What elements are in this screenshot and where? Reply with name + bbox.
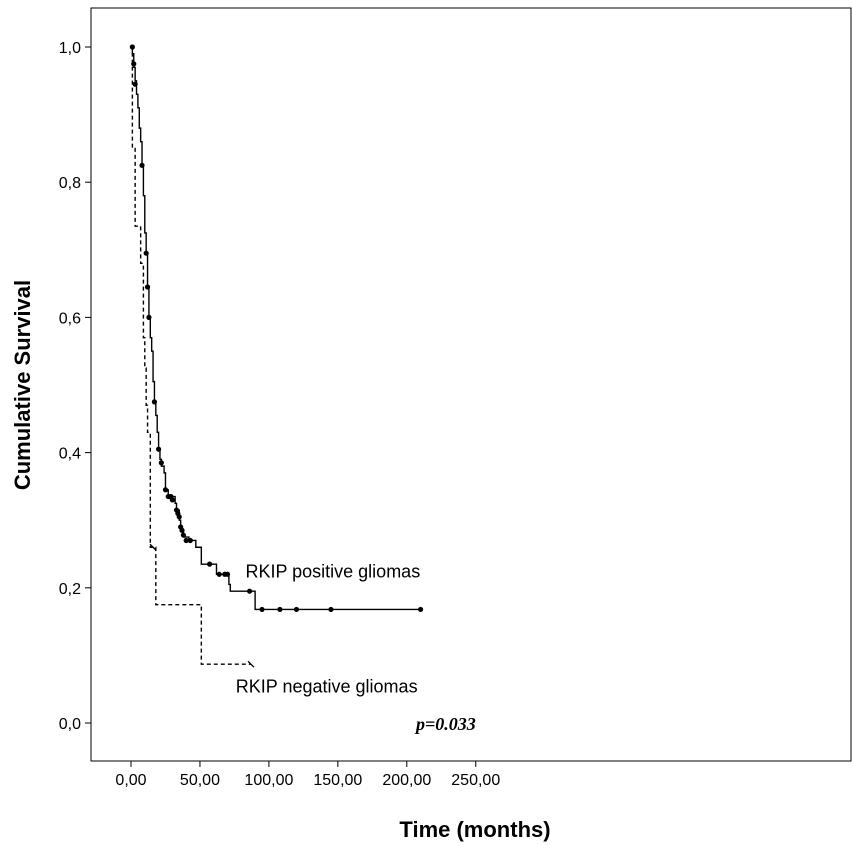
censor-mark xyxy=(277,606,283,613)
y-tick-label: 1,0 xyxy=(59,40,81,57)
censor-mark xyxy=(328,606,334,613)
y-tick-label: 0,8 xyxy=(59,175,81,192)
y-tick-label: 0,2 xyxy=(59,581,81,598)
censor-mark xyxy=(158,460,164,466)
annotation-layer: RKIP positive gliomas RKIP negative gliom… xyxy=(236,562,476,734)
censor-mark xyxy=(139,162,145,168)
series-annotation: RKIP negative gliomas xyxy=(236,677,418,697)
series-layer xyxy=(129,44,424,668)
x-tick-label: 150,00 xyxy=(313,772,362,789)
x-tick-label: 100,00 xyxy=(244,772,293,789)
censor-mark xyxy=(187,537,193,544)
p-value-label: p=0.033 xyxy=(414,714,476,734)
censor-mark xyxy=(146,314,152,320)
y-tick-label: 0,6 xyxy=(59,310,81,327)
censor-mark xyxy=(183,537,189,544)
x-axis-title: Time (months) xyxy=(399,817,550,842)
censor-mark xyxy=(151,399,158,405)
censor-mark xyxy=(155,446,162,452)
censor-mark xyxy=(162,487,169,493)
censor-mark xyxy=(417,606,424,613)
censor-mark xyxy=(179,527,185,533)
censor-mark xyxy=(132,81,138,87)
censor-mark xyxy=(246,588,253,594)
censor-mark xyxy=(207,561,213,567)
x-tick-label: 50,00 xyxy=(180,772,220,789)
censor-mark xyxy=(149,543,157,551)
censor-mark xyxy=(293,606,300,613)
y-axis: 0,0 0,2 0,4 0,6 0,8 1,0 xyxy=(59,40,91,733)
censor-mark xyxy=(247,660,255,668)
censor-mark xyxy=(176,514,182,520)
plot-frame xyxy=(90,7,852,762)
censor-mark xyxy=(224,571,231,577)
censor-mark xyxy=(169,497,175,503)
x-tick-label: 250,00 xyxy=(451,772,500,789)
censor-mark xyxy=(259,606,265,613)
series-annotation: RKIP positive gliomas xyxy=(245,562,420,582)
survival-curve-dashed xyxy=(131,46,251,665)
censor-mark xyxy=(144,284,151,290)
x-tick-label: 200,00 xyxy=(382,772,431,789)
censor-mark xyxy=(143,250,149,256)
censor-mark xyxy=(216,571,222,577)
x-tick-label: 0,00 xyxy=(115,772,146,789)
y-tick-label: 0,0 xyxy=(59,716,81,733)
x-axis: 0,00 50,00 100,00 150,00 200,00 250,00 xyxy=(115,761,500,789)
y-axis-title: Cumulative Survival xyxy=(10,280,35,490)
y-tick-label: 0,4 xyxy=(59,446,81,463)
censor-mark xyxy=(180,532,187,538)
